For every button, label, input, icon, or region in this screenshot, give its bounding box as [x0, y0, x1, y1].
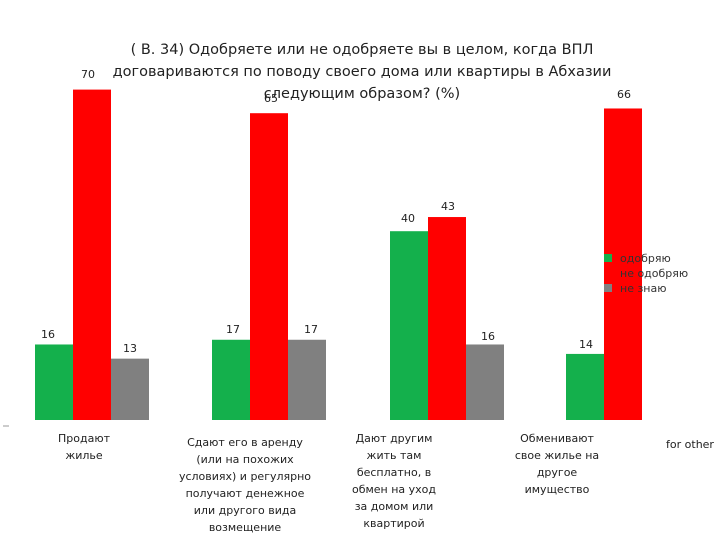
chart-title-line-2: договариваются по поводу своего дома или…: [113, 64, 612, 80]
legend-label-1: одобряю: [620, 252, 671, 265]
data-label-2-2: 65: [264, 92, 278, 105]
category-label-2-line-3: условиях) и регулярно: [179, 470, 311, 483]
category-label-2-line-4: получают денежное: [186, 487, 305, 500]
legend-swatch-2: [604, 269, 612, 277]
category-label-4-line-3: другое: [537, 466, 578, 479]
data-label-1-2: 17: [226, 323, 240, 336]
data-label-2-1: 70: [81, 68, 95, 81]
category-label-5-line-1: for other: [666, 438, 714, 451]
bars-layer: [3, 89, 642, 427]
bar-1-2: [212, 339, 250, 420]
legend-label-2: не одобряю: [620, 267, 688, 280]
data-label-1-1: 16: [41, 328, 55, 341]
data-label-2-3: 43: [441, 200, 455, 213]
category-label-2-line-2: (или на похожих: [196, 453, 294, 466]
bar-2-2: [250, 113, 288, 420]
bar-3-1: [111, 358, 149, 420]
chart-title: ( В. 34) Одобряете или не одобряете вы в…: [113, 42, 612, 102]
category-label-4-line-4: имущество: [525, 483, 590, 496]
category-label-3-line-5: за домом или: [355, 500, 434, 513]
legend: одобряю не одобряю не знаю: [604, 252, 688, 295]
bar-2-3: [428, 217, 466, 420]
category-label-3-line-6: квартирой: [363, 517, 424, 530]
bar-2-4: [604, 108, 642, 420]
category-label-3-line-2: жить там: [367, 449, 422, 462]
bar-2-1: [73, 89, 111, 420]
legend-swatch-1: [604, 254, 612, 262]
legend-label-3: не знаю: [620, 282, 667, 295]
chart-title-line-1: ( В. 34) Одобряете или не одобряете вы в…: [131, 42, 594, 58]
category-label-1-line-1: Продают: [58, 432, 111, 445]
data-label-3-1: 13: [123, 342, 137, 355]
data-label-1-3: 40: [401, 212, 415, 225]
category-label-2-line-6: возмещение: [209, 521, 282, 534]
category-label-1-line-2: жилье: [65, 449, 103, 462]
category-label-2-line-1: Сдают его в аренду: [187, 436, 303, 449]
category-label-4-line-2: свое жилье на: [515, 449, 599, 462]
bar-1-1: [35, 344, 73, 420]
data-label-3-3: 16: [481, 330, 495, 343]
category-label-3-line-4: обмен на уход: [352, 483, 436, 496]
data-label-3-2: 17: [304, 323, 318, 336]
bar-1-3: [390, 231, 428, 420]
bar-3-3: [466, 344, 504, 420]
category-label-4-line-1: Обменивают: [520, 432, 594, 445]
bar-3-2: [288, 339, 326, 420]
legend-swatch-3: [604, 284, 612, 292]
chart-title-line-3: следующим образом? (%): [264, 86, 460, 102]
category-label-2-line-5: или другого вида: [194, 504, 296, 517]
category-label-3-line-1: Дают другим: [356, 432, 433, 445]
data-label-2-4: 66: [617, 88, 631, 101]
value-labels-layer: 16 17 40 14 70 65 43 66 13 17 16: [41, 68, 631, 355]
data-label-1-4: 14: [579, 338, 593, 351]
category-labels-layer: Продают жилье Сдают его в аренду (или на по…: [58, 432, 714, 534]
category-label-3-line-3: бесплатно, в: [357, 466, 431, 479]
bar-1-4: [566, 353, 604, 420]
